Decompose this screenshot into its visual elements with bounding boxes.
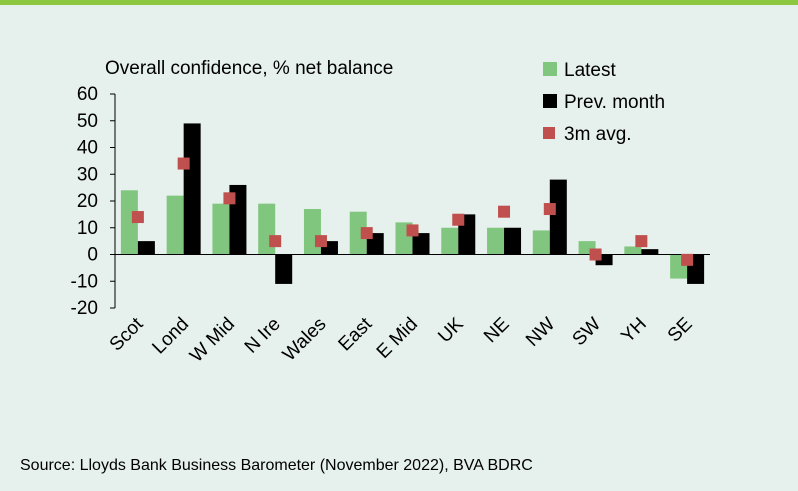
marker-3m-avg	[498, 205, 511, 218]
y-tick-label: 60	[77, 84, 98, 105]
bar-prev-month	[641, 249, 659, 255]
y-tick-label: 0	[87, 245, 98, 266]
legend: Latest Prev. month 3m avg.	[543, 60, 665, 145]
legend-swatch	[543, 94, 557, 108]
marker-3m-avg	[177, 157, 190, 170]
bar-latest	[212, 203, 230, 255]
x-tick-label: YH	[617, 314, 651, 348]
marker-3m-avg	[589, 248, 602, 261]
x-tick-label: Wales	[279, 314, 331, 366]
marker-3m-avg	[452, 213, 465, 226]
bar-latest	[303, 209, 321, 255]
marker-3m-avg	[131, 211, 144, 224]
x-tick-label: NW	[522, 314, 559, 351]
x-tick-label: SE	[664, 314, 697, 347]
x-tick-label: Scot	[106, 313, 148, 355]
x-tick-label: East	[335, 313, 377, 355]
marker-3m-avg	[543, 203, 556, 216]
y-tick-label: -10	[71, 271, 98, 292]
chart-title: Overall confidence, % net balance	[105, 58, 393, 79]
bar-latest	[624, 246, 642, 255]
bar-prev-month	[275, 254, 293, 284]
bar-latest	[441, 227, 459, 255]
marker-3m-avg	[681, 253, 694, 266]
bar-latest	[166, 195, 184, 255]
y-tick-label: 20	[77, 191, 98, 212]
marker-3m-avg	[635, 235, 648, 248]
top-rule	[0, 0, 798, 5]
y-tick-label: 10	[77, 218, 98, 239]
bar-latest	[120, 190, 138, 255]
bar-prev-month	[549, 179, 567, 255]
legend-label: Prev. month	[564, 92, 665, 113]
bar-prev-month	[595, 254, 613, 266]
marker-3m-avg	[314, 235, 327, 248]
source-note: Source: Lloyds Bank Business Barometer (…	[20, 457, 533, 474]
bar-prev-month	[137, 241, 155, 255]
bar-prev-month	[183, 123, 201, 255]
y-axis: 60 50 40 30 20 10 0 -10 -20	[71, 84, 116, 319]
bar-prev-month	[412, 233, 430, 255]
legend-swatch	[543, 127, 555, 139]
x-tick-label: E Mid	[373, 314, 422, 363]
y-tick-label: 40	[77, 138, 98, 159]
y-tick-label: 50	[77, 111, 98, 132]
x-tick-label: NE	[480, 314, 514, 348]
legend-swatch	[543, 62, 557, 76]
marker-3m-avg	[406, 224, 419, 237]
x-tick-label: W Mid	[186, 314, 239, 367]
marker-3m-avg	[360, 227, 373, 240]
bar-prev-month	[504, 227, 522, 255]
bar-latest	[487, 227, 505, 255]
x-tick-label: UK	[434, 313, 468, 347]
plot-area	[115, 123, 710, 284]
marker-3m-avg	[223, 192, 236, 205]
bar-latest	[349, 211, 367, 255]
marker-3m-avg	[269, 235, 282, 248]
x-tick-label: SW	[569, 314, 606, 351]
bar-latest	[532, 230, 550, 255]
legend-label: Latest	[564, 60, 616, 81]
legend-label: 3m avg.	[564, 124, 632, 145]
y-tick-label: -20	[71, 298, 98, 319]
y-tick-label: 30	[77, 164, 98, 185]
